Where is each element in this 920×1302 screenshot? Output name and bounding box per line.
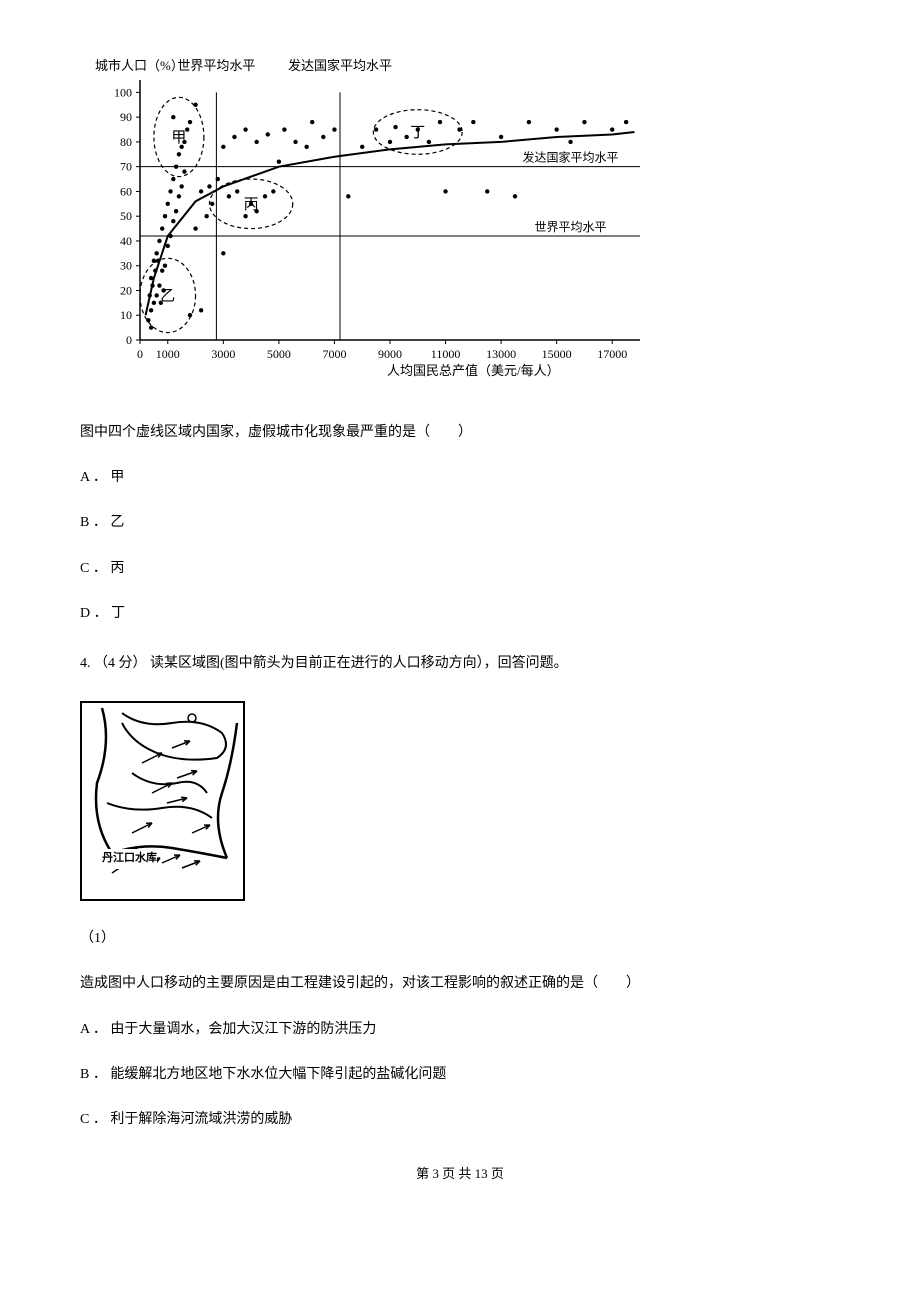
svg-text:13000: 13000 xyxy=(486,347,516,361)
option-3d: D ． 丁 xyxy=(80,601,840,626)
question-3-text: 图中四个虚线区域内国家，虚假城市化现象最严重的是（ ） xyxy=(80,420,840,445)
svg-text:100: 100 xyxy=(114,85,132,99)
option-3b: B ． 乙 xyxy=(80,510,840,535)
chart-svg: 0102030405060708090100010003000500070009… xyxy=(80,50,660,390)
svg-text:0: 0 xyxy=(137,347,143,361)
option-4a: A ． 由于大量调水，会加大汉江下游的防洪压力 xyxy=(80,1017,840,1042)
scatter-chart: 0102030405060708090100010003000500070009… xyxy=(80,50,840,390)
svg-text:丁: 丁 xyxy=(410,125,425,141)
svg-text:80: 80 xyxy=(120,135,132,149)
svg-text:0: 0 xyxy=(126,333,132,347)
svg-text:丙: 丙 xyxy=(244,197,259,213)
svg-text:发达国家平均水平: 发达国家平均水平 xyxy=(288,58,392,73)
svg-text:90: 90 xyxy=(120,110,132,124)
svg-text:20: 20 xyxy=(120,283,132,297)
map-image: 丹江口水库 xyxy=(80,701,245,901)
svg-text:3000: 3000 xyxy=(211,347,235,361)
svg-text:50: 50 xyxy=(120,209,132,223)
svg-text:10: 10 xyxy=(120,308,132,322)
svg-text:9000: 9000 xyxy=(378,347,402,361)
svg-text:40: 40 xyxy=(120,234,132,248)
svg-text:30: 30 xyxy=(120,259,132,273)
svg-text:世界平均水平: 世界平均水平 xyxy=(535,220,607,234)
svg-text:发达国家平均水平: 发达国家平均水平 xyxy=(523,150,619,165)
svg-text:5000: 5000 xyxy=(267,347,291,361)
option-4c: C ． 利于解除海河流域洪涝的威胁 xyxy=(80,1107,840,1132)
svg-text:乙: 乙 xyxy=(160,288,175,304)
option-3a: A ． 甲 xyxy=(80,465,840,490)
svg-text:城市人口（%）: 城市人口（%） xyxy=(95,58,184,73)
svg-text:70: 70 xyxy=(120,160,132,174)
svg-text:甲: 甲 xyxy=(171,130,186,146)
svg-text:7000: 7000 xyxy=(322,347,346,361)
question-4-header: 4. （4 分） 读某区域图(图中箭头为目前正在进行的人口移动方向），回答问题。 xyxy=(80,651,840,676)
svg-text:15000: 15000 xyxy=(542,347,572,361)
map-svg xyxy=(82,703,243,899)
question-4-subnum: （1） xyxy=(80,926,840,951)
svg-text:人均国民总产值（美元/每人）: 人均国民总产值（美元/每人） xyxy=(387,363,560,378)
svg-text:11000: 11000 xyxy=(431,347,461,361)
option-4b: B ． 能缓解北方地区地下水水位大幅下降引起的盐碱化问题 xyxy=(80,1062,840,1087)
option-3c: C ． 丙 xyxy=(80,556,840,581)
map-label: 丹江口水库 xyxy=(102,849,157,869)
page-footer: 第 3 页 共 13 页 xyxy=(80,1162,840,1185)
svg-text:1000: 1000 xyxy=(156,347,180,361)
svg-text:60: 60 xyxy=(120,184,132,198)
svg-text:17000: 17000 xyxy=(597,347,627,361)
question-4-text: 造成图中人口移动的主要原因是由工程建设引起的，对该工程影响的叙述正确的是（ ） xyxy=(80,971,840,996)
svg-text:世界平均水平: 世界平均水平 xyxy=(177,58,255,73)
